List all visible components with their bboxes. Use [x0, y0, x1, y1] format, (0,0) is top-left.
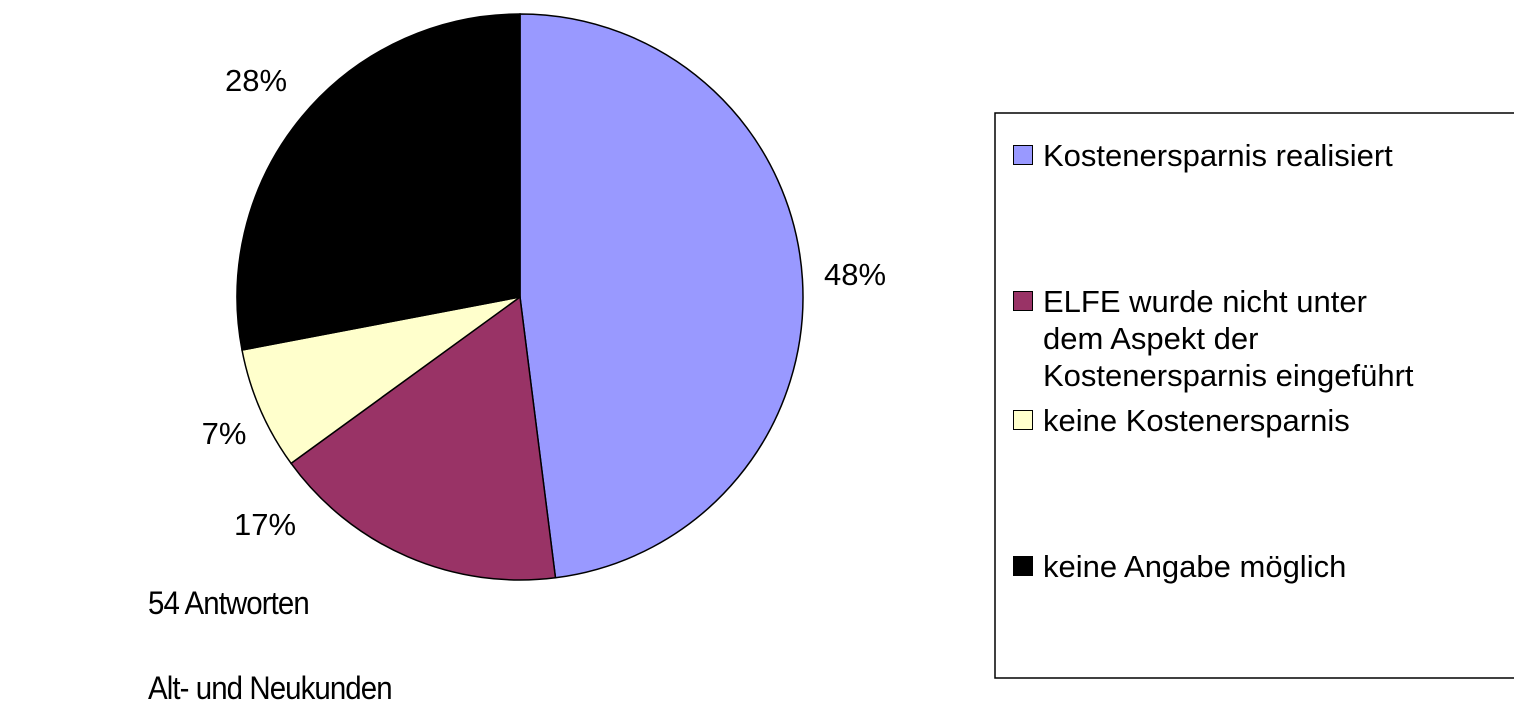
legend-frame: [994, 112, 1514, 679]
legend-label: Kostenersparnis realisiert: [1043, 138, 1393, 173]
pie-slice: [241, 296, 521, 465]
legend-swatch: [1013, 556, 1033, 576]
legend-swatch: [1013, 291, 1033, 311]
data-label: 28%: [225, 63, 287, 98]
legend-label: ELFE wurde nicht unter dem Aspekt der Ko…: [1043, 284, 1414, 393]
legend-item: keine Angabe möglich: [1013, 548, 1346, 585]
legend-label: keine Angabe möglich: [1043, 549, 1347, 584]
data-label: 7%: [202, 416, 247, 451]
annotation: Alt- und Neukunden: [148, 670, 393, 706]
legend-swatch: [1013, 410, 1033, 430]
legend-item: ELFE wurde nicht unter dem Aspekt der Ko…: [1013, 283, 1414, 394]
legend-item: Kostenersparnis realisiert: [1013, 137, 1393, 174]
data-label: 17%: [234, 507, 296, 542]
legend-label: keine Kostenersparnis: [1043, 403, 1350, 438]
legend-item: keine Kostenersparnis: [1013, 402, 1350, 439]
annotation: 54 Antworten: [148, 585, 310, 621]
pie-slice: [236, 13, 521, 351]
legend-swatch: [1013, 145, 1033, 165]
data-label: 48%: [824, 257, 886, 292]
pie-slice: [290, 295, 557, 581]
pie-slice: [519, 13, 804, 579]
